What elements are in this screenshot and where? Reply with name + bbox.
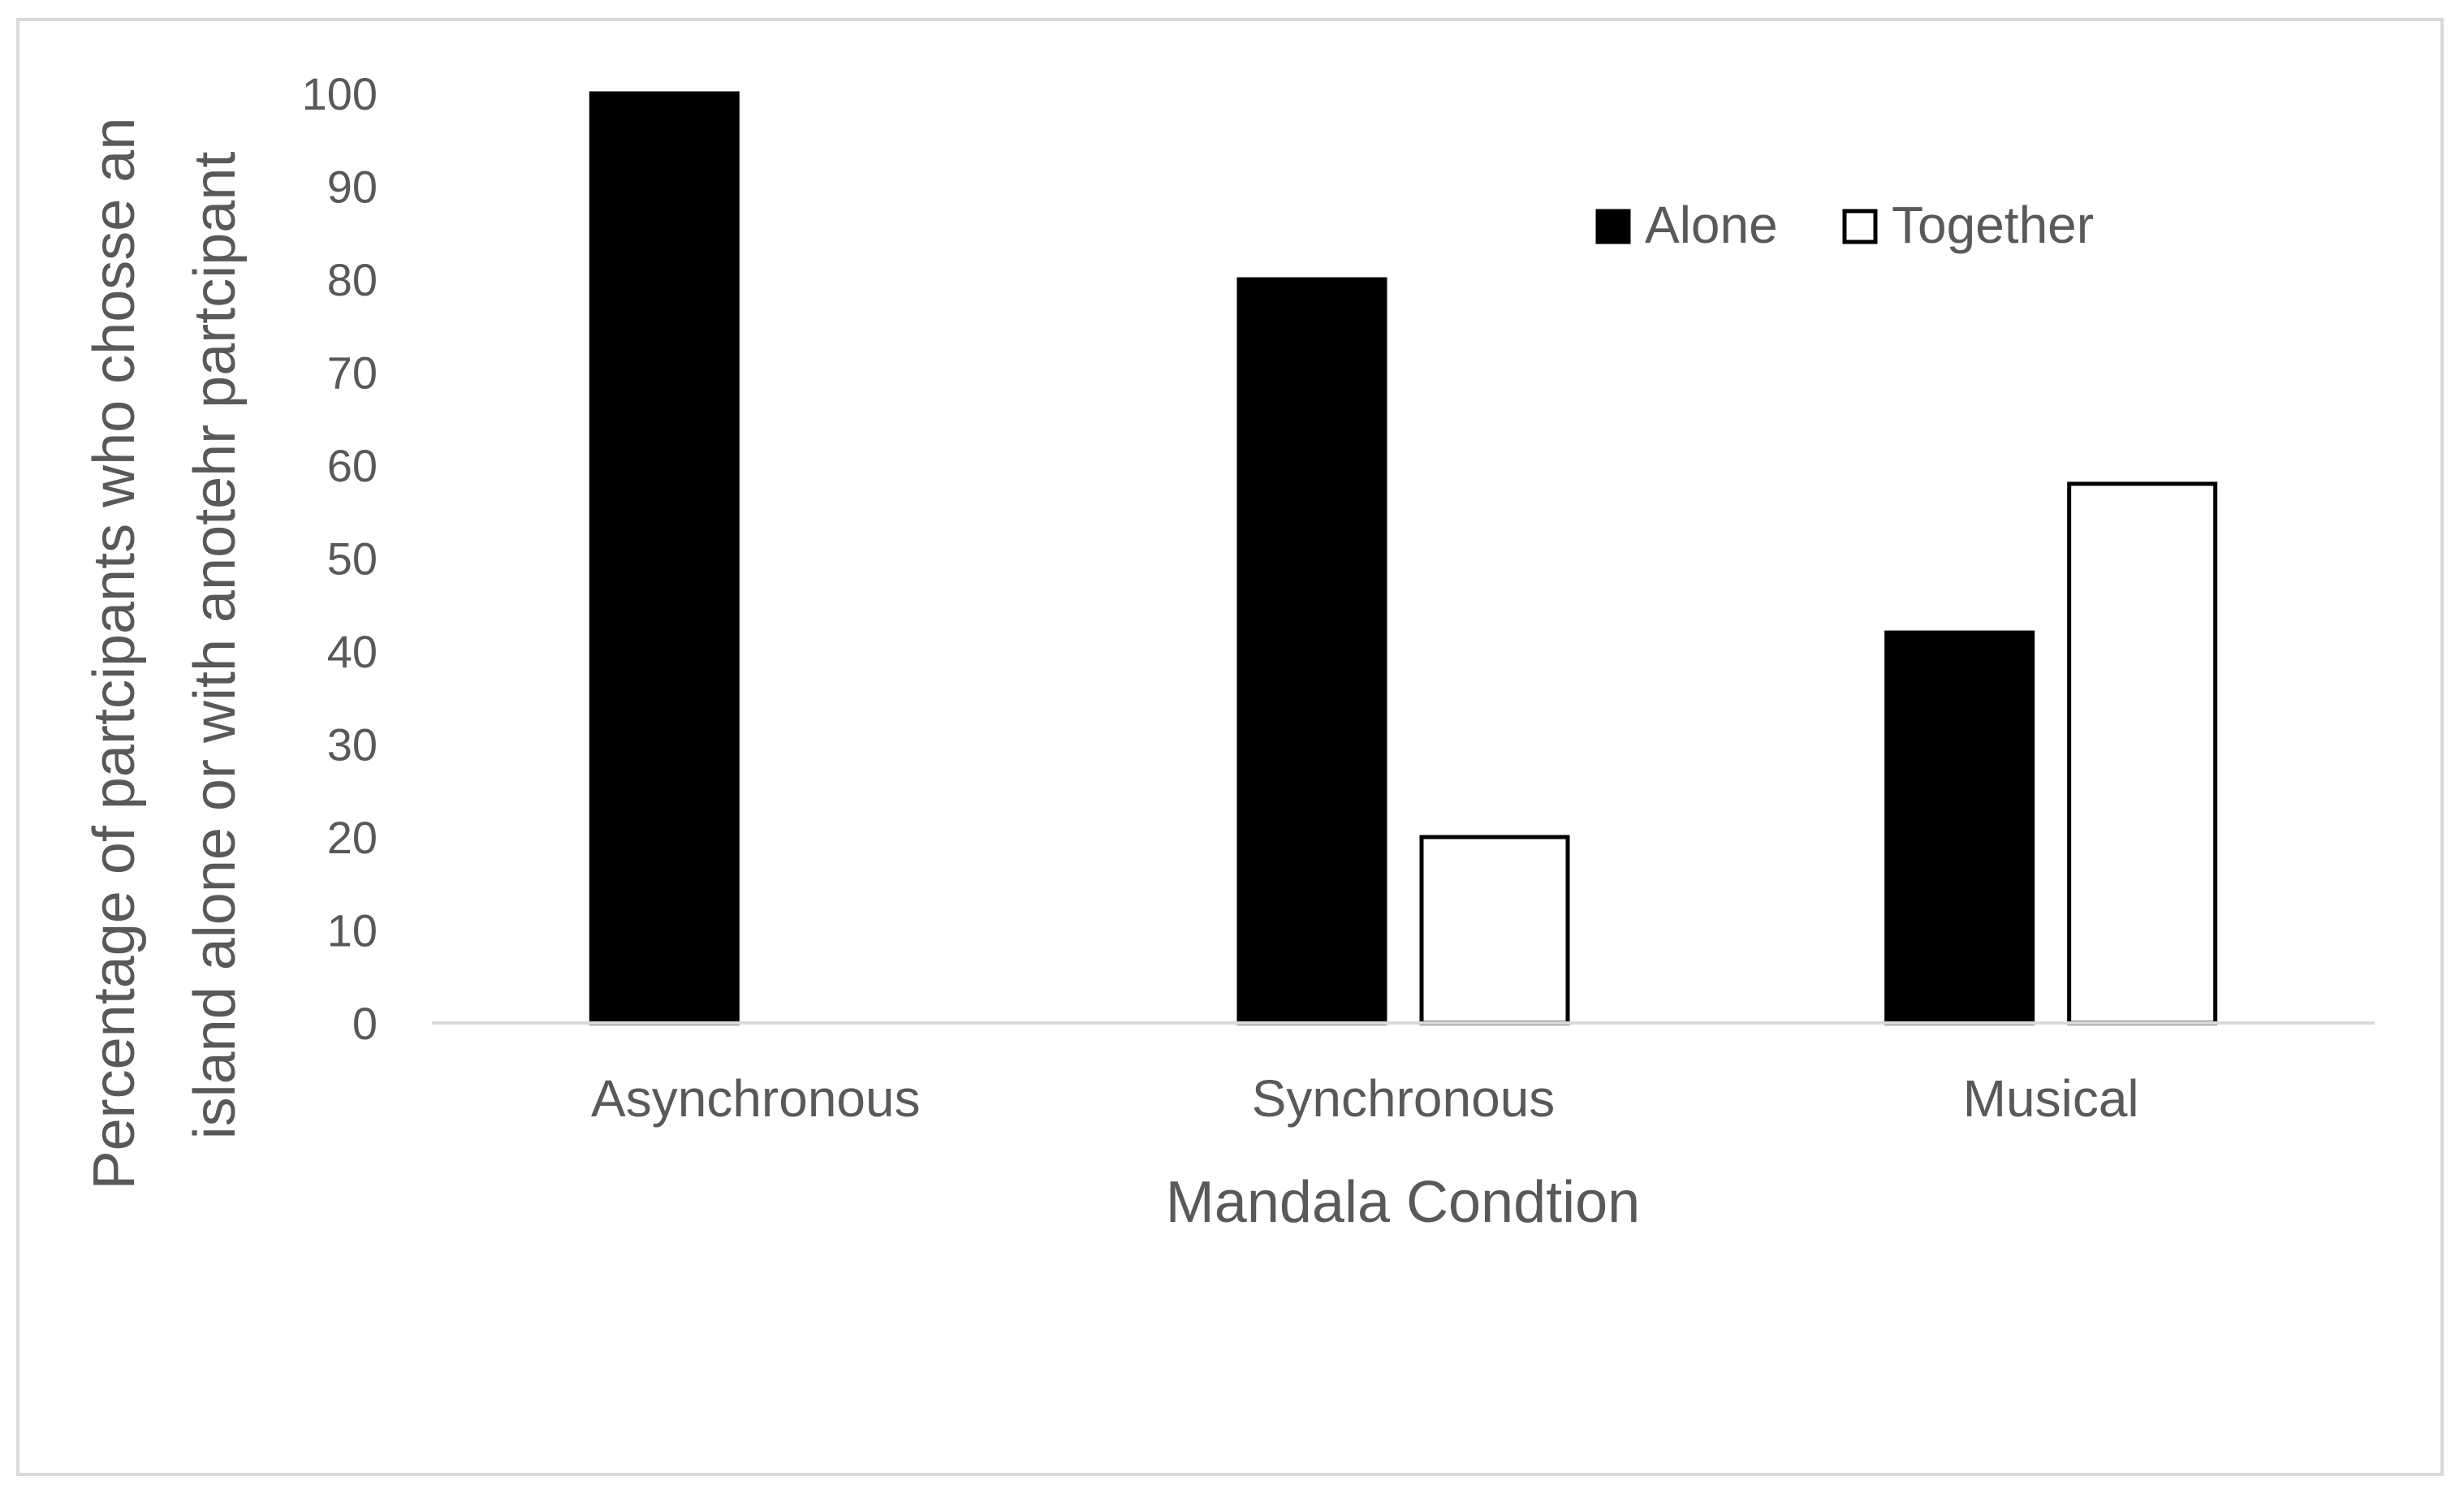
legend-swatch-alone	[1595, 209, 1631, 244]
y-axis-title: Percentage of partcipants who chosse an …	[82, 101, 248, 1190]
x-category-label: Asynchronous	[591, 1069, 921, 1128]
y-tick-label: 70	[327, 347, 378, 399]
y-tick-label: 40	[327, 626, 378, 677]
x-category-labels: Asynchronous Synchronous Musical	[591, 1069, 2139, 1128]
y-axis-title-line-1: Percentage of partcipants who chosse an	[82, 118, 147, 1190]
x-category-label: Synchronous	[1252, 1069, 1556, 1128]
x-category-label: Musical	[1963, 1069, 2139, 1128]
y-tick-label: 80	[327, 254, 378, 305]
y-tick-label: 20	[327, 812, 378, 863]
bars	[589, 91, 2218, 1025]
legend-label-alone: Alone	[1645, 196, 1778, 254]
bar-together-musical	[2067, 481, 2218, 1025]
y-tick-label: 90	[327, 162, 378, 213]
y-tick-label: 60	[327, 440, 378, 491]
y-tick-label: 100	[302, 68, 378, 119]
bar-alone-asynchronous	[589, 91, 740, 1025]
legend: Alone Together	[1595, 196, 2094, 254]
x-axis-title: Mandala Condtion	[1166, 1170, 1640, 1235]
y-axis-title-line-2: island alone or with anotehr partcipant	[183, 152, 248, 1140]
legend-swatch-together	[1842, 209, 1878, 244]
bar-alone-synchronous	[1236, 277, 1387, 1025]
y-tick-label: 30	[327, 719, 378, 770]
y-tick-label: 50	[327, 533, 378, 585]
chart-frame	[16, 18, 2444, 1476]
y-tick-labels: 0 10 20 30 40 50 60 70 80 90 100	[302, 68, 378, 1049]
legend-label-together: Together	[1892, 196, 2094, 254]
y-tick-label: 0	[352, 998, 378, 1049]
y-tick-label: 10	[327, 905, 378, 956]
bar-together-synchronous	[1419, 835, 1570, 1025]
bar-alone-musical	[1884, 630, 2035, 1025]
